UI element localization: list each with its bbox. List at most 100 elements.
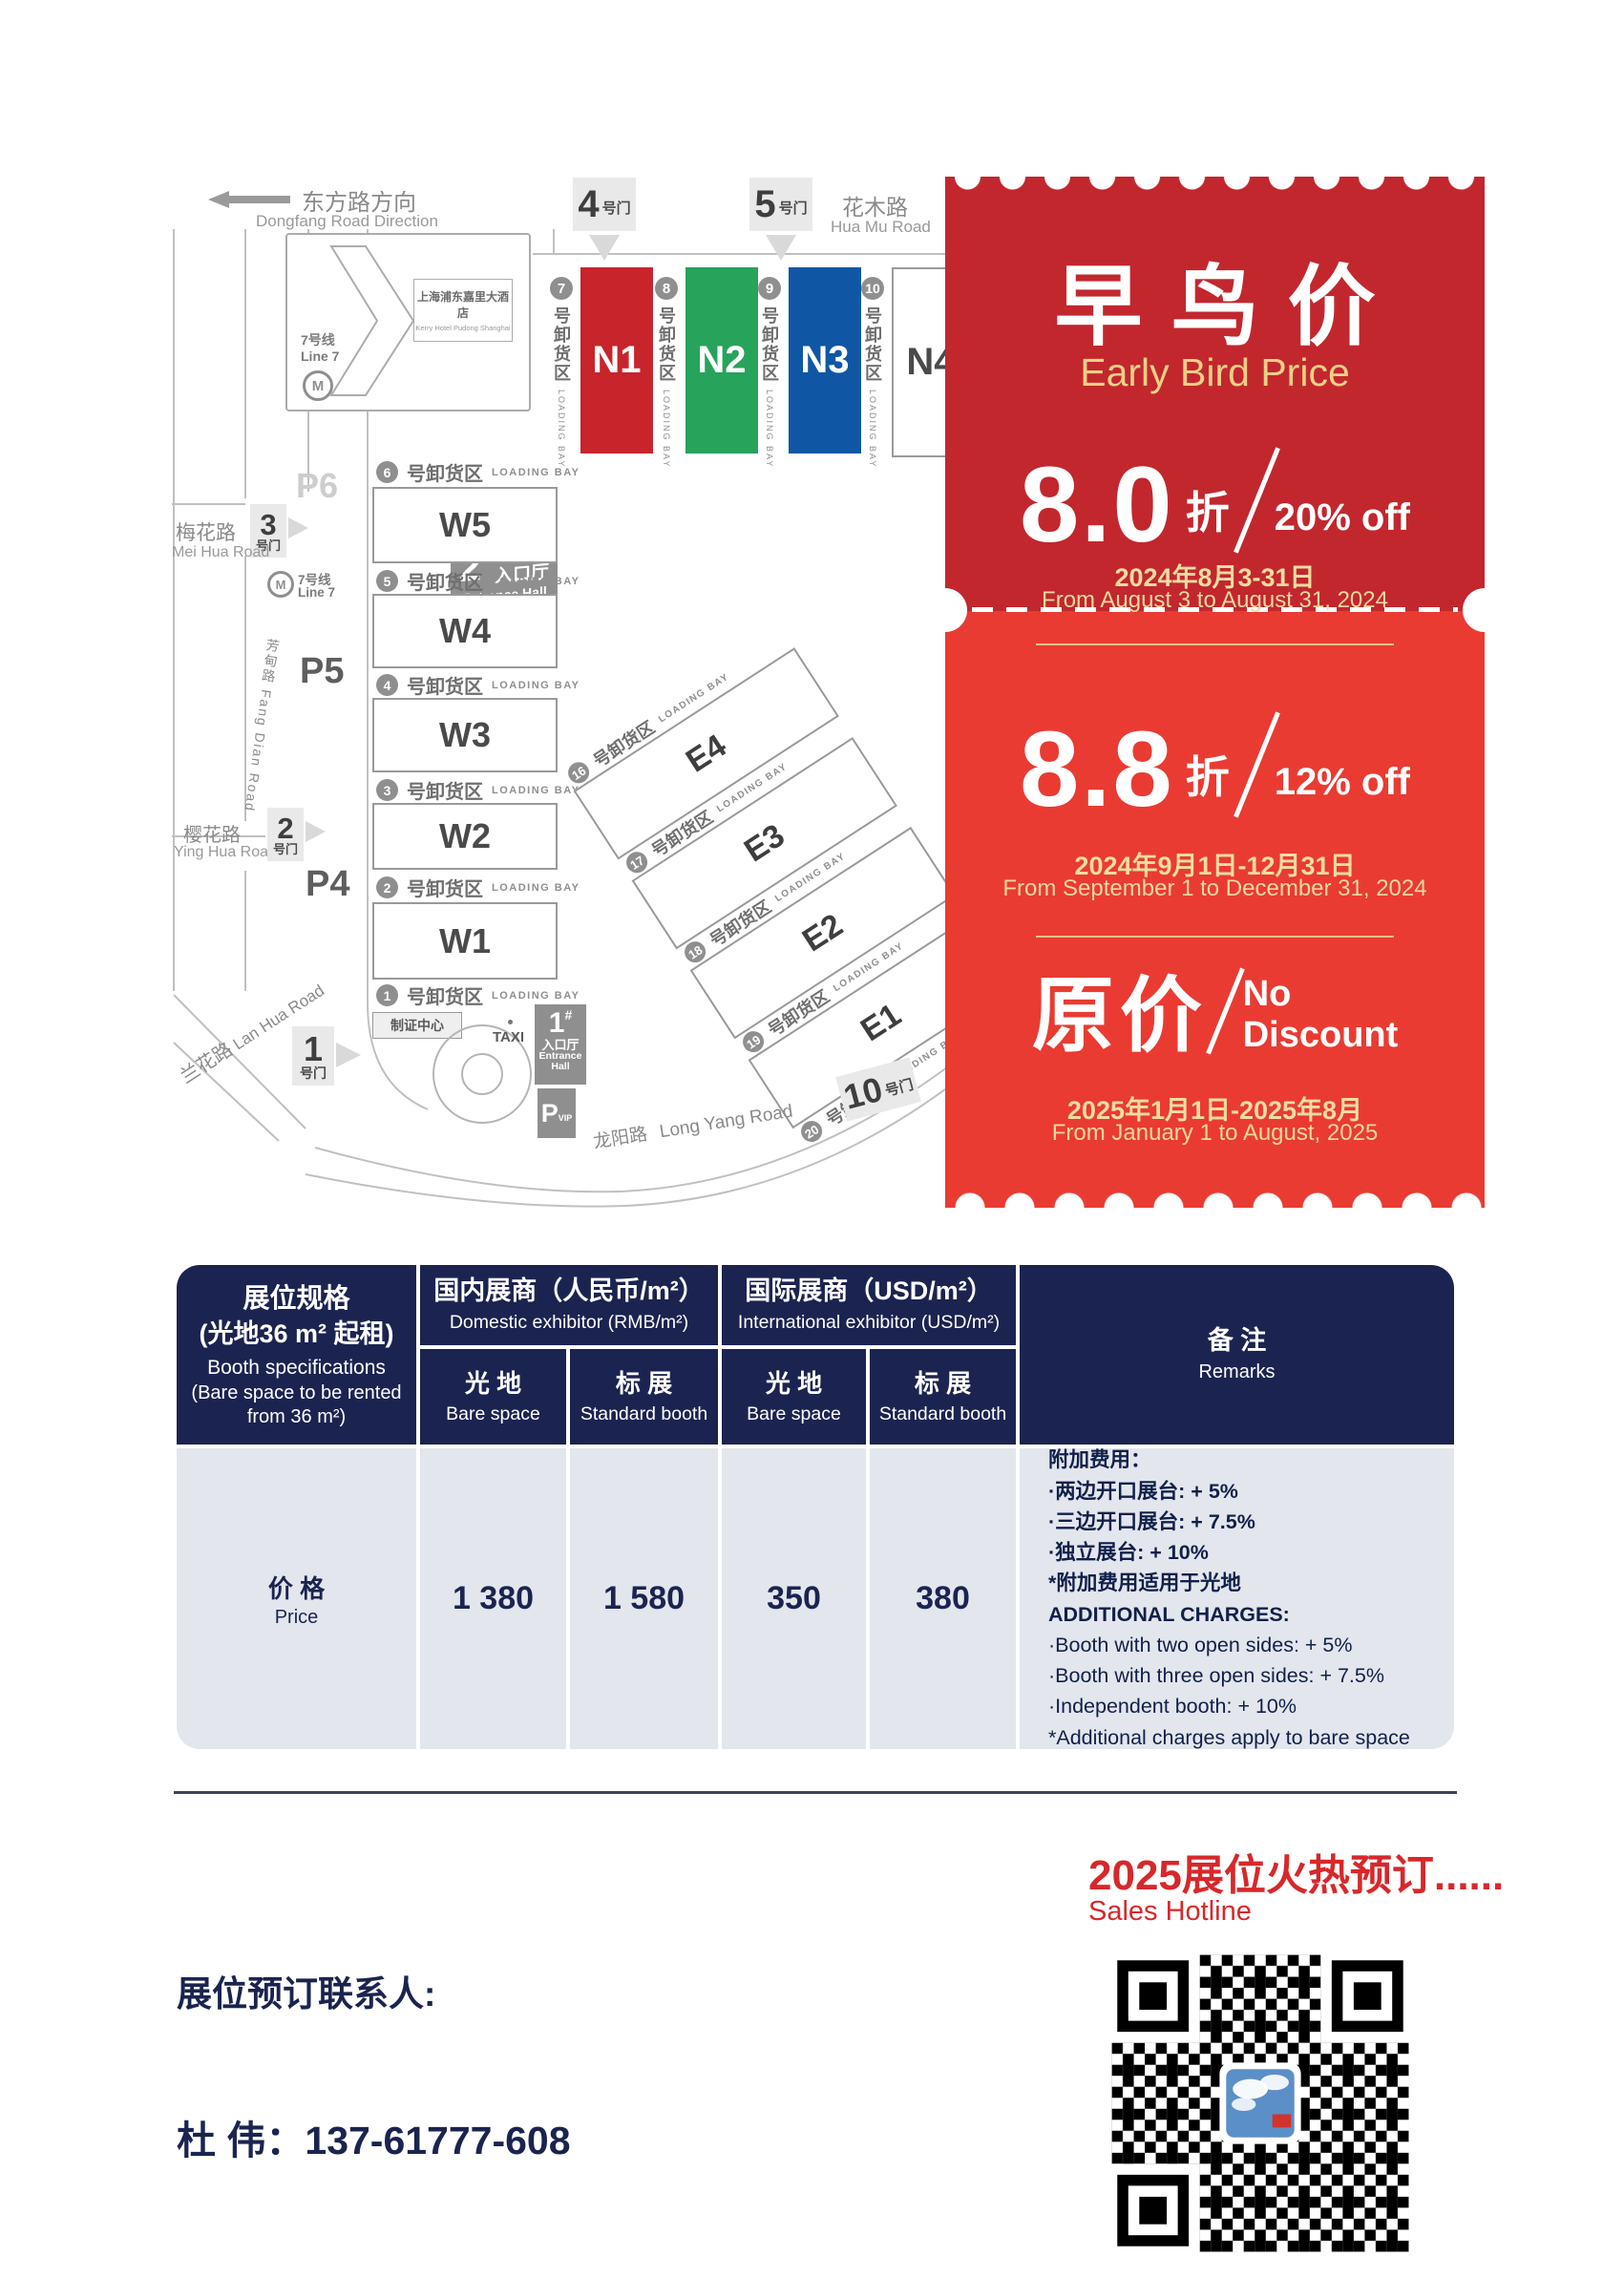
bay-4-label-cn: 号卸货区 [407, 677, 483, 698]
remarks-header-en: Remarks [1198, 1361, 1276, 1383]
price-label-en: Price [274, 1606, 319, 1628]
bay-2-number: 2 [376, 876, 398, 898]
remark-cn-1: ·两边开口展台: + 5% [1048, 1479, 1238, 1503]
hotel-name-cn: 上海浦东嘉里大酒店 [416, 290, 509, 320]
parking-p6-label: P6 [296, 466, 339, 505]
footer-divider [174, 1791, 1457, 1794]
gate-1-suffix: 号门 [300, 1065, 327, 1081]
price-intl-bare-value: 350 [767, 1580, 821, 1616]
hotline-title: 2025展位火热预订...... [1088, 1852, 1505, 1899]
dongfang-road-label-cn: 东方路方向 [302, 190, 416, 216]
hall-n2: N2 [685, 267, 758, 453]
metro-logo-icon: M [303, 370, 333, 401]
hall-n2-label: N2 [697, 339, 747, 381]
spec-title-en: Booth specifications [207, 1357, 386, 1380]
domestic-bare-cn: 光 地 [464, 1368, 522, 1398]
gate-2-arrow-icon [306, 821, 326, 842]
price-domestic-bare-cell: 1 380 [420, 1448, 566, 1749]
entrance1-number: 1 [548, 1007, 565, 1039]
hall-e2-label: E2 [795, 906, 850, 959]
hall-w1: W1 [372, 902, 558, 980]
tier1-date-cn: 2024年8月3-31日 [1114, 563, 1316, 592]
tier3-off: No Discount [1243, 974, 1399, 1057]
bay-3-label-cn: 号卸货区 [407, 782, 483, 803]
gate-2-suffix: 号门 [272, 842, 298, 856]
meihua-road-label-en: Mei Hua Road [172, 544, 270, 560]
spec-title-cn: 展位规格 [243, 1282, 350, 1313]
gold-divider-1 [1036, 643, 1394, 645]
loading-bay-6-row: 6 号卸货区 LOADING BAY [376, 458, 580, 486]
domestic-std-en: Standard booth [580, 1403, 708, 1425]
hotel-name-en: Kerry Hotel Pudong Shanghai [415, 324, 511, 332]
line7-hotel-label-cn: 7号线 [301, 332, 335, 348]
entrance1-hash: # [564, 1007, 573, 1023]
hall-n1: N1 [580, 267, 653, 453]
tier2-rate: 8.8 [1020, 709, 1174, 830]
loading-bay-9-strip: 9 号卸货区 LOADING BAY [756, 277, 783, 468]
domestic-header-en: Domestic exhibitor (RMB/m²) [449, 1312, 689, 1334]
qr-center-logo [1219, 2062, 1301, 2144]
loading-bay-5-row: 5 号卸货区 LOADING BAY [376, 567, 580, 595]
yinghua-road-label-en: Ying Hua Road [174, 844, 277, 860]
bay-5-number: 5 [376, 570, 398, 592]
bay-7-label-cn: 号卸货区 [552, 306, 571, 383]
bay-9-number: 9 [758, 277, 781, 300]
tier3-rate: 原价 [1031, 970, 1208, 1062]
bay-6-label-en: LOADING BAY [492, 466, 580, 478]
hall-w5-label: W5 [439, 505, 491, 544]
price-domestic-std-cell: 1 580 [570, 1448, 718, 1749]
gate-1-arrow-icon [336, 1043, 361, 1067]
early-bird-coupon: 早鸟价 Early Bird Price 8.0 折 20% off 2024年… [923, 177, 1507, 1208]
roundabout-outer [432, 1024, 532, 1124]
remarks-cell: 附加费用： ·两边开口展台: + 5% ·三边开口展台: + 7.5% ·独立展… [1020, 1448, 1454, 1749]
hall-n3: N3 [789, 267, 861, 453]
tier1-rate: 8.0 [1020, 445, 1174, 565]
remarks-header-cn: 备 注 [1207, 1325, 1267, 1355]
contact-phone: 杜 伟：137-61777-608 [177, 2119, 571, 2162]
coupon-top-section [945, 177, 1485, 611]
bay-9-label-cn: 号卸货区 [760, 306, 779, 383]
bay-7-number: 7 [550, 277, 573, 300]
entrance1-label-en: Entrance Hall [538, 1050, 582, 1073]
gate-3-arrow-icon [288, 517, 308, 538]
tier1-off: 20% off [1274, 496, 1410, 538]
venue-map: 东方路方向 Dongfang Road Direction 4 号门 5 号门 … [172, 162, 1014, 1208]
map-roads [172, 229, 957, 1208]
gate-2-badge: 2 号门 [267, 808, 304, 861]
hall-n3-label: N3 [800, 339, 850, 381]
tier2-date-en: From September 1 to December 31, 2024 [1002, 875, 1427, 901]
badge-center-box: 制证中心 [372, 1012, 462, 1039]
intl-bare-cn: 光 地 [765, 1368, 823, 1398]
tier3-date-cn: 2025年1月1日-2025年8月 [1066, 1096, 1363, 1125]
bay-10-label-cn: 号卸货区 [863, 306, 882, 383]
remark-cn-2: ·三边开口展台: + 7.5% [1048, 1509, 1255, 1533]
loading-bay-2-row: 2 号卸货区 LOADING BAY [376, 874, 580, 901]
loading-bay-1-row: 1 号卸货区 LOADING BAY [376, 981, 580, 1009]
wechat-qr-code [1101, 1944, 1420, 2263]
intl-header-en: International exhibitor (USD/m²) [737, 1312, 1001, 1334]
bay-10-label-en: LOADING BAY [868, 390, 877, 469]
parking-vip-p: P [540, 1098, 559, 1128]
badge-center-label: 制证中心 [390, 1018, 444, 1033]
gate-10-number: 10 [839, 1068, 887, 1117]
metro-logo-2-icon: M [267, 571, 294, 598]
tier2-off: 12% off [1274, 761, 1410, 803]
coupon-scallop-bottom [945, 1179, 1485, 1208]
price-domestic-std-value: 1 580 [602, 1580, 685, 1616]
gate-4-badge: 4 号门 [573, 178, 636, 231]
tier3-slash [1205, 967, 1245, 1055]
hall-n1-label: N1 [592, 339, 642, 381]
gate-5-badge: 5 号门 [749, 178, 812, 231]
spec-sub-cn: (光地36 m² 起租) [199, 1318, 394, 1348]
bay-1-label-en: LOADING BAY [492, 989, 580, 1002]
remark-en-1: ·Booth with two open sides: + 5% [1048, 1633, 1353, 1656]
gate-3-badge: 3 号门 [250, 504, 286, 558]
gold-divider-2 [1036, 936, 1394, 938]
tier1-rate-row: 8.0 折 20% off [945, 445, 1485, 565]
bay-1-label-cn: 号卸货区 [407, 987, 483, 1008]
hotel-chevron-shape [329, 245, 415, 396]
hall-w4: W4 [372, 594, 558, 668]
domestic-header-cn: 国内展商（人民币/m²） [433, 1276, 705, 1306]
bay-8-number: 8 [655, 277, 678, 300]
